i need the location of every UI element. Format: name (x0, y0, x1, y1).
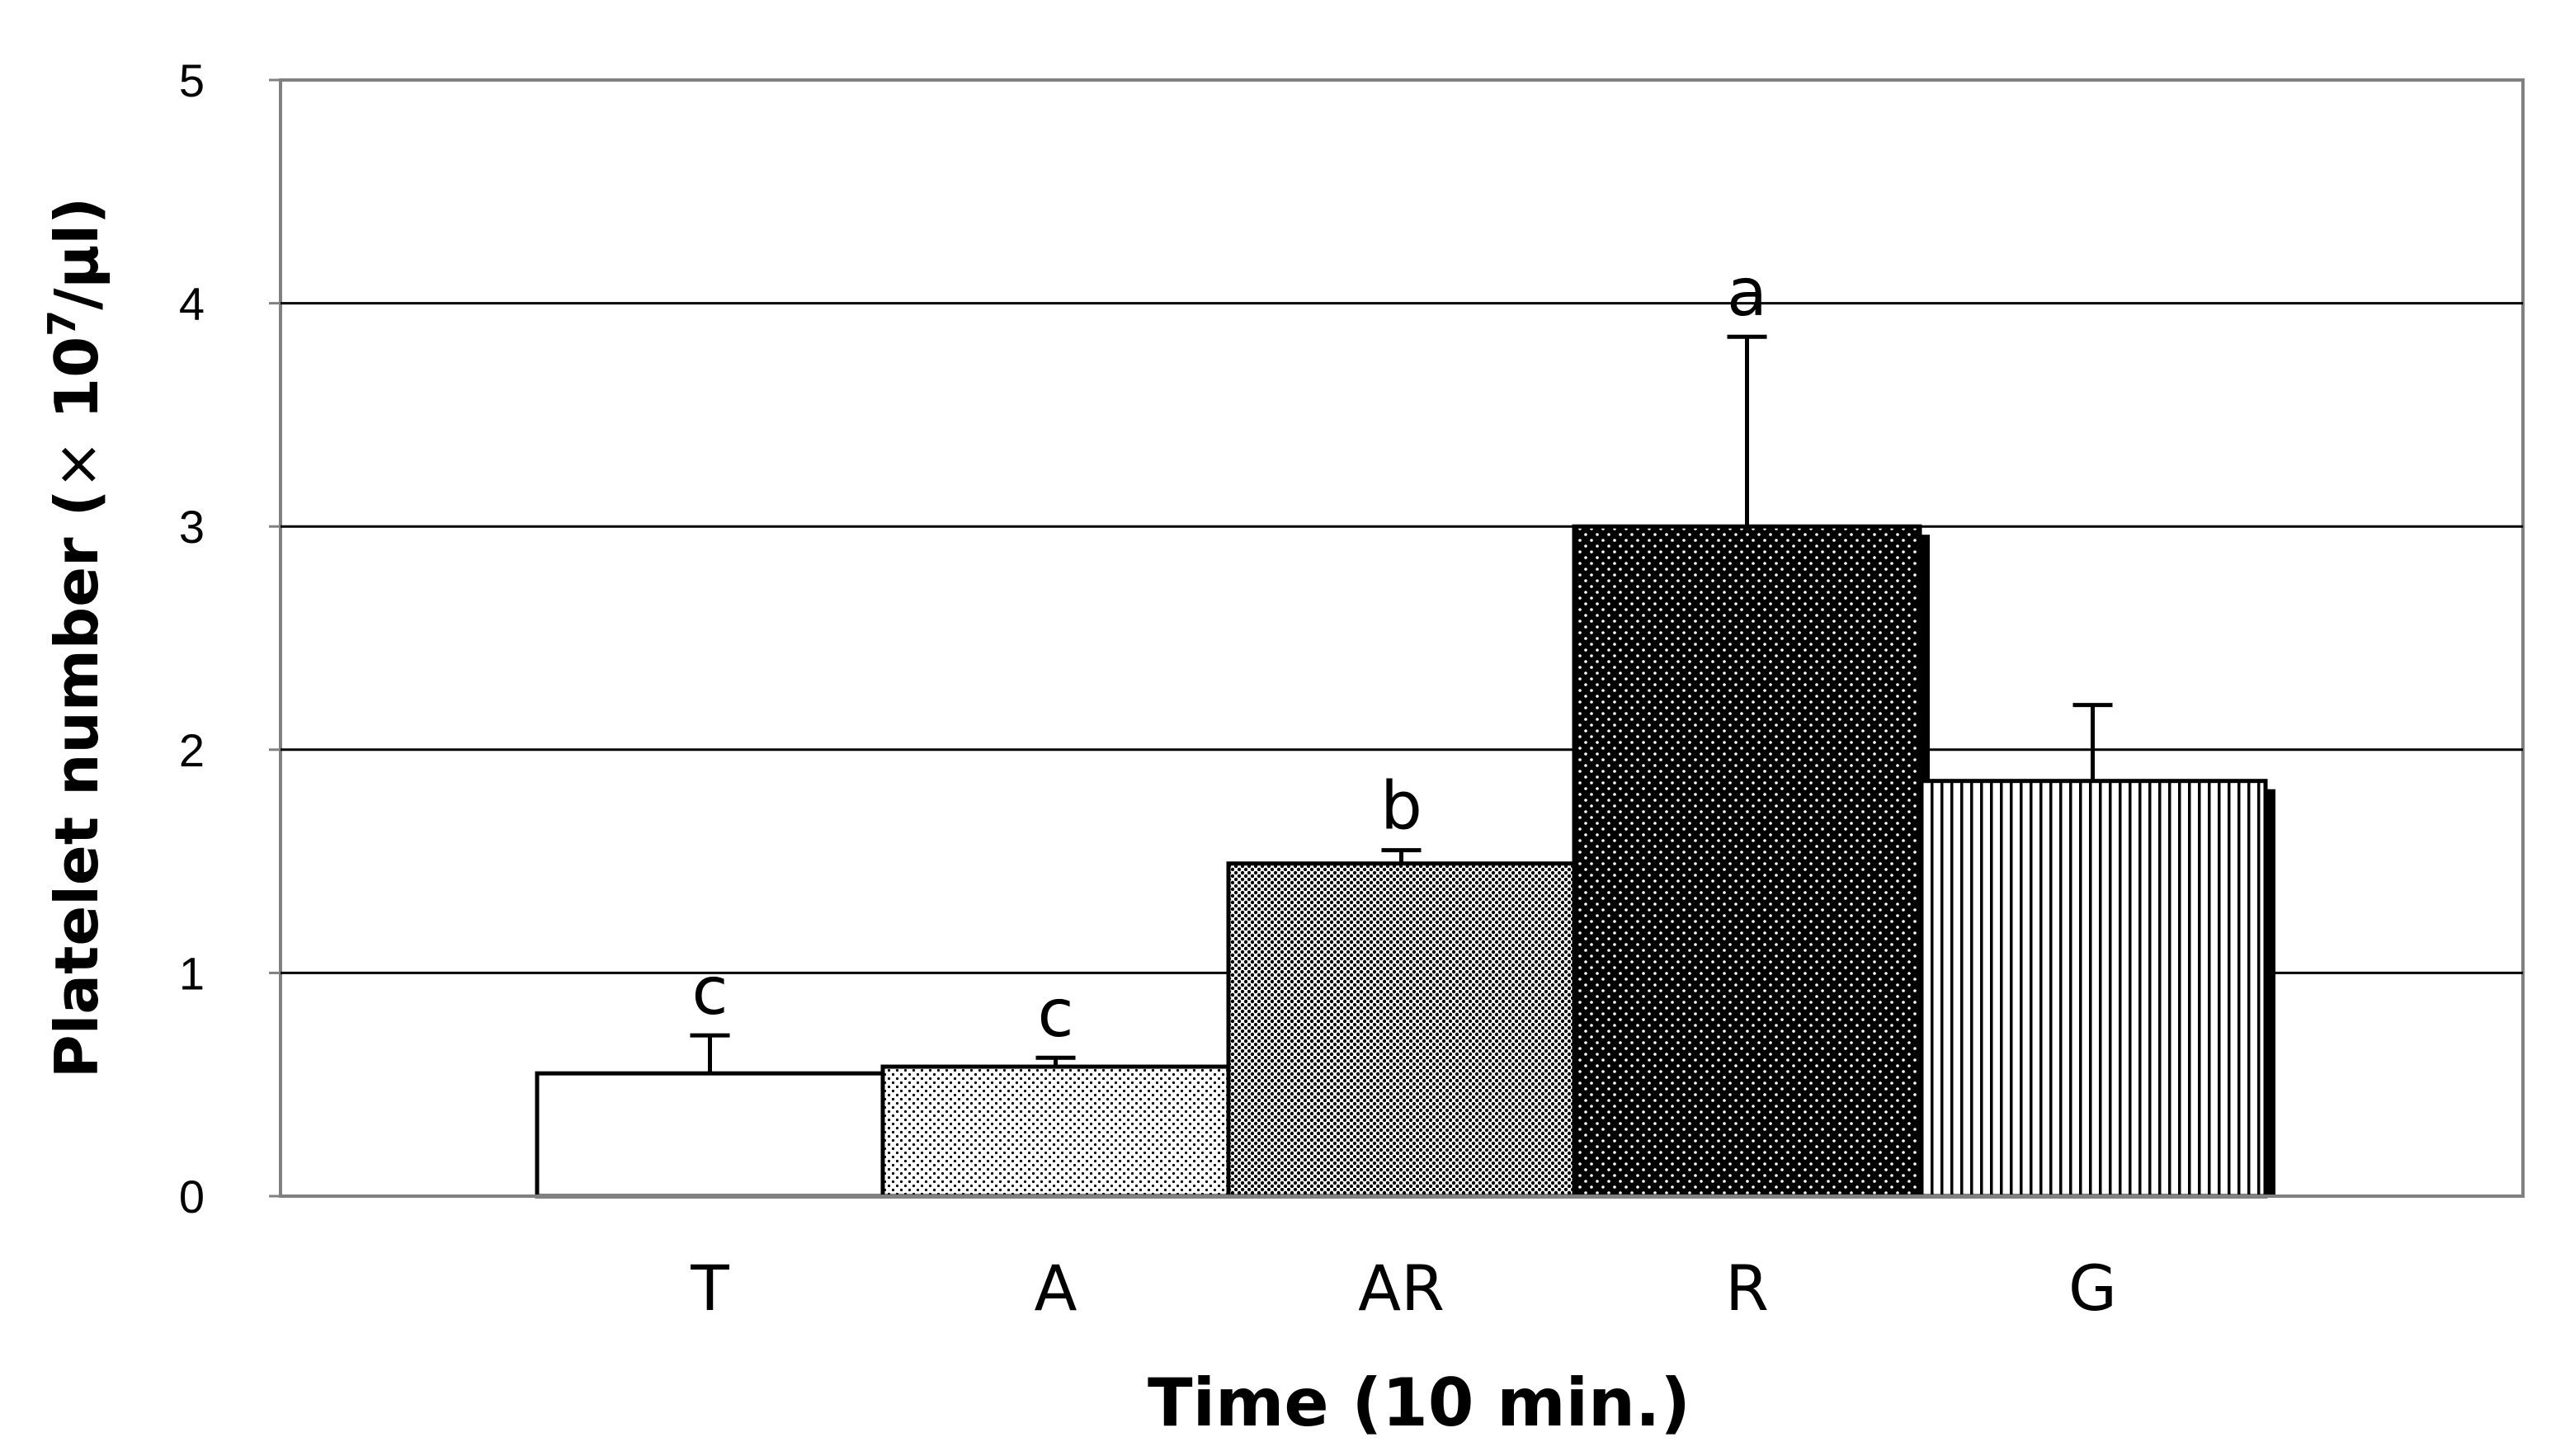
bar-A (880, 1064, 1231, 1199)
significance-label-AR: b (1380, 768, 1422, 845)
significance-label-A: c (1038, 975, 1074, 1052)
bar-AR (1226, 861, 1577, 1199)
x-axis-title: Time (10 min.) (1148, 1364, 1690, 1441)
y-tick-label-5: 5 (179, 54, 205, 106)
bars-group (535, 524, 2275, 1199)
y-tick-label-0: 0 (179, 1171, 205, 1223)
y-tick-labels: 0 1 2 3 4 5 (179, 54, 205, 1223)
x-tick-labels: T A AR R G (690, 1251, 2117, 1325)
y-tick-label-2: 2 (179, 724, 205, 776)
y-axis-title: Platelet number (× 107/μl) (40, 197, 111, 1078)
y-tick-label-4: 4 (179, 278, 205, 330)
x-tick-label-AR: AR (1358, 1251, 1445, 1325)
bar-T (535, 1071, 885, 1199)
x-tick-label-T: T (690, 1251, 729, 1325)
error-bars-group (690, 334, 2113, 1074)
bar-R (1572, 524, 1922, 1199)
x-tick-label-R: R (1725, 1251, 1769, 1325)
y-tick-label-3: 3 (179, 501, 205, 553)
bar-G (1917, 779, 2268, 1199)
y-tick-label-1: 1 (179, 947, 205, 999)
significance-label-R: a (1727, 254, 1767, 331)
x-tick-label-G: G (2068, 1251, 2117, 1325)
significance-label-T: c (692, 953, 729, 1030)
significance-labels: c c b a (692, 254, 1768, 1052)
x-tick-label-A: A (1035, 1251, 1077, 1325)
